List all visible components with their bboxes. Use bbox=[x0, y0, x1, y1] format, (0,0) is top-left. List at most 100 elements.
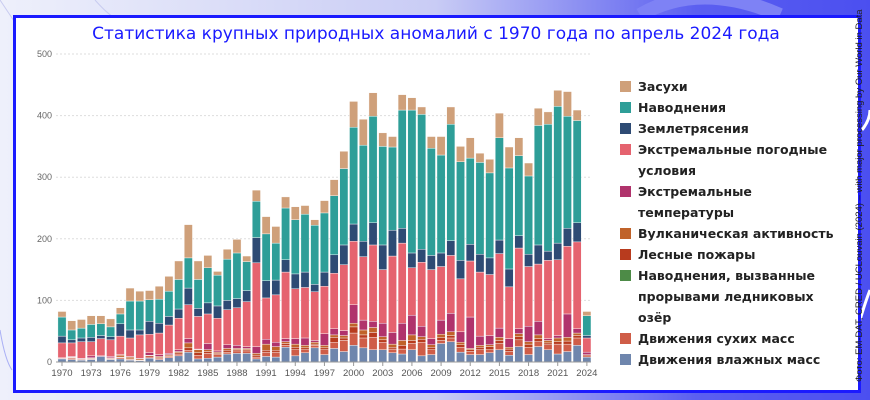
legend-swatch bbox=[620, 249, 631, 260]
bar-segment bbox=[125, 337, 135, 357]
bar-segment bbox=[465, 137, 475, 159]
bar-segment bbox=[465, 157, 475, 245]
bar-segment bbox=[96, 335, 106, 339]
bar-segment bbox=[329, 273, 339, 329]
bar-segment bbox=[485, 346, 494, 350]
bar-segment bbox=[553, 335, 563, 339]
bar-segment bbox=[427, 269, 436, 339]
bar-segment bbox=[96, 315, 106, 325]
bar-segment bbox=[436, 334, 446, 338]
x-tick-label: 2012 bbox=[460, 368, 481, 379]
bar-segment bbox=[184, 304, 193, 339]
bar-segment bbox=[203, 343, 213, 350]
bar-segment bbox=[572, 332, 582, 336]
bar-segment bbox=[57, 316, 67, 337]
bar-segment bbox=[349, 127, 358, 225]
bar-segment bbox=[164, 290, 174, 317]
bar-segment bbox=[349, 101, 358, 128]
bar-segment bbox=[456, 331, 465, 343]
bar-segment bbox=[290, 338, 300, 345]
bar-segment bbox=[495, 112, 504, 138]
bar-segment bbox=[232, 345, 242, 349]
bar-segment bbox=[543, 260, 553, 339]
bar-segment bbox=[368, 337, 378, 350]
bar-segment bbox=[184, 347, 193, 351]
bar-segment bbox=[261, 356, 271, 363]
bar-segment bbox=[572, 120, 582, 223]
bar-segment bbox=[417, 355, 426, 363]
bar-segment bbox=[57, 342, 67, 358]
bar-segment bbox=[193, 352, 203, 356]
bar-segment bbox=[368, 222, 378, 246]
legend-label: Землетрясения bbox=[638, 121, 749, 136]
bar-segment bbox=[427, 338, 436, 345]
bar-segment bbox=[504, 351, 514, 356]
bar-segment bbox=[252, 237, 261, 264]
bar-segment bbox=[563, 343, 572, 352]
bar-segment bbox=[213, 274, 222, 307]
bar-segment bbox=[252, 346, 261, 354]
bar-segment bbox=[154, 286, 164, 300]
bar-segment bbox=[397, 94, 407, 111]
bar-segment bbox=[116, 313, 125, 325]
bar-segment bbox=[320, 200, 329, 214]
bar-segment bbox=[329, 179, 339, 196]
bar-segment bbox=[135, 290, 145, 302]
bar-segment bbox=[417, 326, 426, 337]
bar-segment bbox=[368, 332, 378, 338]
bar-segment bbox=[388, 343, 397, 348]
bar-segment bbox=[475, 335, 485, 346]
bar-segment bbox=[86, 324, 96, 338]
bar-segment bbox=[77, 327, 86, 339]
bar-segment bbox=[407, 314, 417, 336]
bar-segment bbox=[504, 347, 514, 350]
bar-segment bbox=[533, 346, 543, 363]
bar-segment bbox=[553, 341, 563, 345]
bar-segment bbox=[543, 344, 553, 350]
bar-segment bbox=[222, 258, 232, 301]
bar-segment bbox=[359, 256, 368, 321]
bar-segment bbox=[125, 300, 135, 331]
bar-segment bbox=[135, 334, 145, 359]
bar-segment bbox=[203, 302, 213, 315]
x-tick-label: 1997 bbox=[314, 368, 335, 379]
bar-segment bbox=[329, 195, 339, 256]
bar-segment bbox=[271, 226, 281, 244]
legend-label: Экстремальные температуры bbox=[638, 184, 752, 220]
legend-item: Движения влажных масс bbox=[620, 349, 840, 370]
bar-segment bbox=[514, 328, 524, 334]
bar-segment bbox=[436, 337, 446, 341]
bar-segment bbox=[300, 352, 310, 363]
bar-segment bbox=[135, 300, 145, 331]
bar-segment bbox=[359, 241, 368, 257]
bar-segment bbox=[378, 349, 388, 363]
bar-segment bbox=[397, 228, 407, 244]
bar-segment bbox=[427, 349, 436, 355]
bar-segment bbox=[67, 320, 77, 331]
bar-segment bbox=[242, 255, 251, 262]
x-tick-label: 1973 bbox=[81, 368, 102, 379]
bar-segment bbox=[553, 343, 563, 355]
bar-segment bbox=[572, 345, 582, 363]
bar-segment bbox=[475, 354, 485, 363]
bar-segment bbox=[436, 266, 446, 321]
bar-segment bbox=[407, 340, 417, 344]
bar-segment bbox=[495, 337, 504, 341]
x-tick-label: 1994 bbox=[285, 368, 306, 379]
bar-segment bbox=[252, 355, 261, 358]
bar-segment bbox=[349, 223, 358, 242]
bar-segment bbox=[193, 260, 203, 280]
bar-segment bbox=[446, 337, 456, 342]
bar-segment bbox=[271, 294, 281, 343]
bar-segment bbox=[300, 213, 310, 273]
bar-segment bbox=[427, 354, 436, 363]
bar-segment bbox=[329, 328, 339, 336]
legend-label: Движения влажных масс bbox=[638, 352, 821, 367]
bar-segment bbox=[290, 343, 300, 348]
legend-label: Засухи bbox=[638, 79, 688, 94]
bar-segment bbox=[456, 351, 465, 363]
bar-segment bbox=[300, 287, 310, 339]
x-tick-label: 2024 bbox=[576, 368, 597, 379]
bar-segment bbox=[388, 347, 397, 350]
bar-segment bbox=[116, 355, 125, 358]
